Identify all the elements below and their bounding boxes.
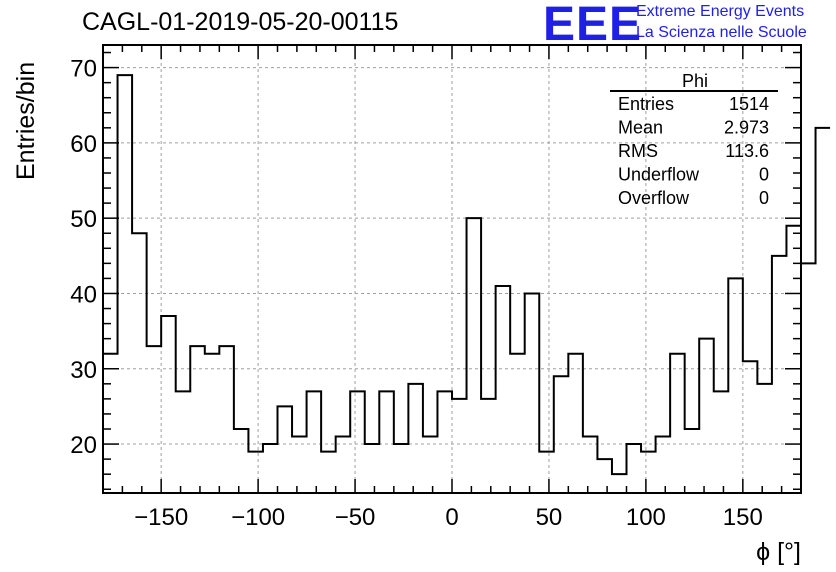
stat-value: 0: [759, 188, 769, 208]
y-tick-label: 70: [70, 56, 97, 83]
stat-label: Underflow: [618, 165, 700, 185]
x-tick-label: −150: [134, 504, 188, 531]
y-tick-label: 40: [70, 281, 97, 308]
histogram-line: [103, 74, 831, 476]
x-tick-label: 100: [626, 504, 666, 531]
stat-value: 1514: [729, 94, 769, 114]
run-title: CAGL-01-2019-05-20-00115: [82, 8, 399, 36]
eee-logo: EEE: [543, 0, 643, 51]
x-axis-label: ϕ [°]: [756, 538, 801, 566]
stat-label: Mean: [618, 118, 663, 138]
y-tick-label: 60: [70, 131, 97, 158]
x-tick-label: 150: [723, 504, 763, 531]
logo-line-2: La Scienza nelle Scuole: [636, 24, 807, 41]
x-tick-label: −100: [231, 504, 285, 531]
x-tick-label: 0: [445, 504, 458, 531]
stats-title: Phi: [682, 71, 708, 91]
stat-value: 2.973: [724, 118, 769, 138]
stat-label: Entries: [618, 94, 674, 114]
tick-labels: −150 −100 −50 0 50 100 150 20 30 40 50 60 70: [70, 56, 763, 531]
logo-line-1: Extreme Energy Events: [636, 3, 805, 20]
stat-label: RMS: [618, 141, 658, 161]
stats-box: Phi Entries 1514 Mean 2.973 RMS 113.6 Underflo…: [610, 71, 778, 208]
y-axis-label: Entries/bin: [12, 62, 40, 180]
stat-value: 0: [759, 165, 769, 185]
y-tick-label: 30: [70, 357, 97, 384]
x-tick-label: 50: [536, 504, 563, 531]
y-tick-label: 20: [70, 432, 97, 459]
stat-value: 113.6: [725, 141, 769, 161]
stat-label: Overflow: [618, 188, 690, 208]
x-tick-label: −50: [335, 504, 376, 531]
grid-lines: [103, 45, 801, 493]
y-tick-label: 50: [70, 206, 97, 233]
axis-ticks: [102, 45, 802, 493]
